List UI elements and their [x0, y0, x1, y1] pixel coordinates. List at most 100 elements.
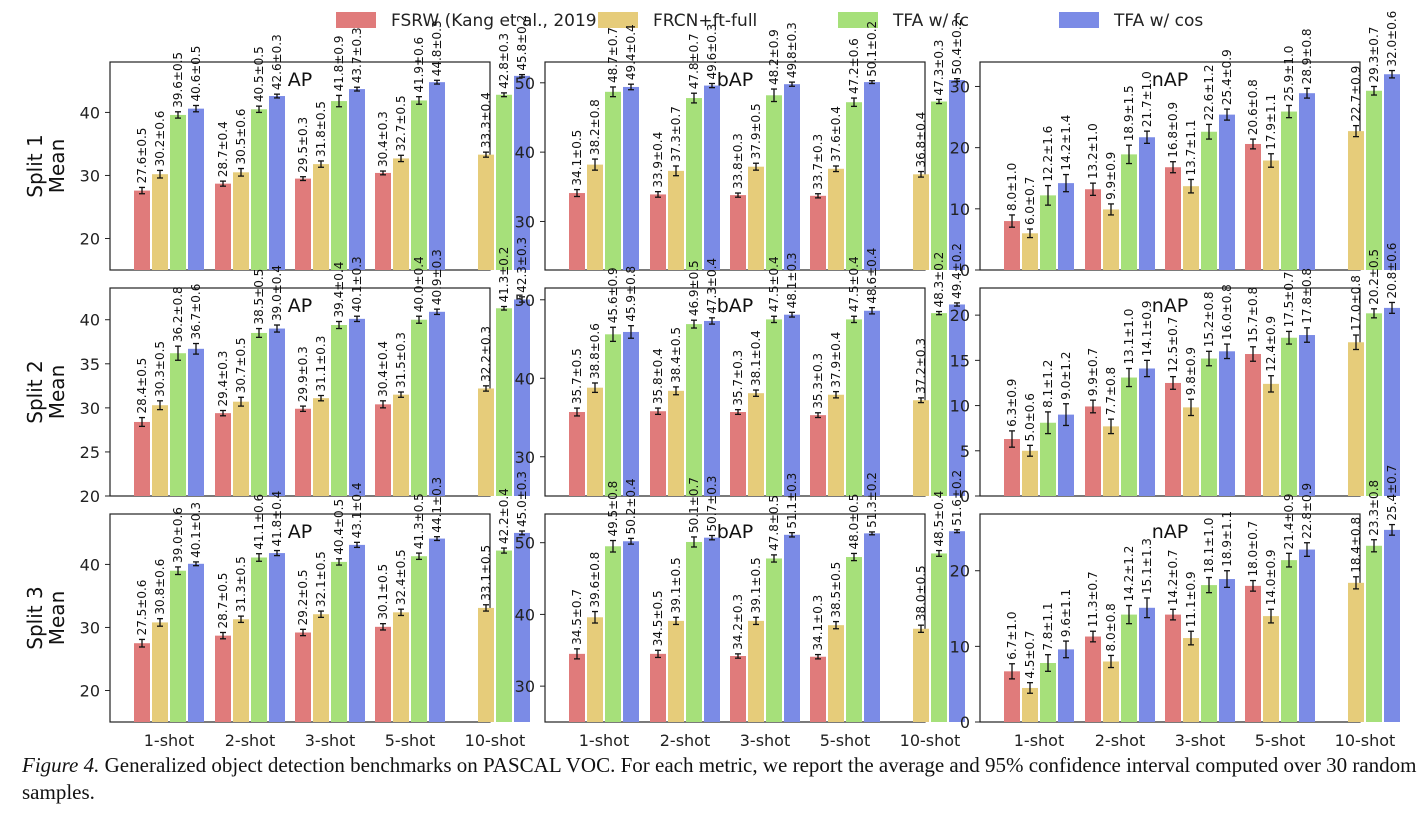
split1-nap-data-label: 9.9±0.9 — [1104, 152, 1118, 200]
split3-nap-bar-1-shot-tfa-w-fc — [1040, 663, 1056, 722]
split2-ap-data-label: 36.2±0.8 — [171, 286, 185, 342]
split3-bap-data-label: 34.5±0.7 — [570, 589, 584, 645]
split2-bap-data-label: 45.9±0.8 — [624, 266, 638, 322]
split2-nap-data-label: 7.7±0.8 — [1104, 367, 1118, 415]
split1-nap-data-label: 16.8±0.9 — [1166, 102, 1180, 158]
split3-ap-data-label: 42.2±0.4 — [497, 488, 511, 544]
split1-bap-data-label: 49.8±0.3 — [785, 22, 799, 78]
split2-nap-bar-2-shot-fsrw-kang-et-al-2019 — [1085, 406, 1101, 496]
split1-bap-bar-2-shot-fsrw-kang-et-al-2019 — [650, 194, 666, 270]
split2-nap-bar-5-shot-tfa-w-cos — [1299, 335, 1315, 496]
split3-nap-bar-1-shot-frcn-ft-full — [1022, 687, 1038, 722]
split1-bap-bar-3-shot-tfa-w-cos — [784, 84, 800, 270]
split3-nap-data-label: 15.1±1.3 — [1140, 538, 1154, 594]
split3-ap-bar-5-shot-tfa-w-fc — [411, 556, 427, 722]
split2-nap-bar-1-shot-frcn-ft-full — [1022, 450, 1038, 496]
split2-bap-ytick-label: 50 — [515, 291, 535, 310]
split2-bap-data-label: 45.6±0.9 — [606, 267, 620, 323]
split1-bap-data-label: 37.6±0.4 — [829, 106, 843, 162]
split1-nap-bar-3-shot-tfa-w-fc — [1201, 131, 1217, 270]
split3-nap-bar-2-shot-fsrw-kang-et-al-2019 — [1085, 636, 1101, 722]
split3-ap-xtick-label: 5-shot — [385, 731, 436, 750]
split3-ap-data-label: 30.1±0.5 — [376, 564, 390, 620]
split2-ap-data-label: 30.7±0.5 — [234, 337, 248, 393]
split1-nap-bar-5-shot-tfa-w-cos — [1299, 93, 1315, 270]
split3-bap-data-label: 39.6±0.8 — [588, 552, 602, 608]
split3-nap-data-label: 21.4±0.9 — [1282, 493, 1296, 549]
split2-bap-data-label: 47.5±0.4 — [847, 256, 861, 312]
split2-ap-data-label: 32.2±0.3 — [479, 326, 493, 382]
row-label-mean-2: Mean — [45, 365, 69, 420]
split1-bap-data-label: 36.8±0.4 — [914, 112, 928, 168]
split1-bap-bar-10-shot-frcn-ft-full — [913, 174, 929, 270]
split3-nap-data-label: 23.3±0.8 — [1367, 480, 1381, 536]
split3-ap-bar-1-shot-tfa-w-cos — [188, 563, 204, 722]
split1-nap-bar-3-shot-frcn-ft-full — [1183, 186, 1199, 270]
split1-bap-ytick-label: 30 — [515, 212, 535, 231]
split1-bap-data-label: 47.3±0.3 — [932, 40, 946, 96]
split3-bap-title: bAP — [717, 521, 754, 543]
split1-ap-data-label: 42.8±0.3 — [497, 33, 511, 89]
split3-ap-bar-10-shot-tfa-w-fc — [496, 550, 512, 722]
split2-bap-data-label: 48.1±0.3 — [785, 252, 799, 308]
row-label-mean-3: Mean — [45, 591, 69, 646]
split1-bap-bar-1-shot-fsrw-kang-et-al-2019 — [569, 193, 585, 270]
split2-ap-bar-2-shot-fsrw-kang-et-al-2019 — [215, 413, 231, 496]
split2-ap-bar-1-shot-tfa-w-fc — [170, 353, 186, 496]
split2-ap-bar-5-shot-frcn-ft-full — [393, 394, 409, 496]
split2-nap-ytick-label: 0 — [960, 487, 970, 506]
split3-bap-bar-10-shot-frcn-ft-full — [913, 628, 929, 722]
split3-bap-bar-2-shot-frcn-ft-full — [668, 620, 684, 722]
split3-ap-bar-1-shot-tfa-w-fc — [170, 570, 186, 722]
split2-ap-ytick-label: 35 — [80, 355, 100, 374]
split1-nap-bar-3-shot-fsrw-kang-et-al-2019 — [1165, 167, 1181, 270]
split2-ap-data-label: 29.4±0.3 — [216, 351, 230, 407]
split1-ap-bar-10-shot-tfa-w-fc — [496, 94, 512, 270]
split3-bap-bar-2-shot-tfa-w-fc — [686, 541, 702, 722]
split1-bap-bar-2-shot-tfa-w-fc — [686, 98, 702, 270]
split3-ap-ytick-label: 30 — [80, 618, 100, 637]
split1-ap-data-label: 41.8±0.9 — [332, 36, 346, 92]
split2-nap-bar-5-shot-tfa-w-fc — [1281, 337, 1297, 496]
split1-nap-bar-1-shot-fsrw-kang-et-al-2019 — [1004, 221, 1020, 270]
split1-bap-bar-1-shot-frcn-ft-full — [587, 164, 603, 270]
split3-ap-data-label: 41.3±0.5 — [412, 493, 426, 549]
legend-swatch-frcn-ft-full — [598, 12, 638, 28]
split3-bap-bar-10-shot-tfa-w-fc — [931, 553, 947, 722]
split1-nap-bar-3-shot-tfa-w-cos — [1219, 114, 1235, 271]
split3-ap-data-label: 30.8±0.6 — [153, 559, 167, 615]
split1-ap-bar-5-shot-frcn-ft-full — [393, 158, 409, 270]
split1-bap-data-label: 33.9±0.4 — [651, 132, 665, 188]
split1-bap-bar-5-shot-tfa-w-fc — [846, 102, 862, 270]
split3-ap-bar-3-shot-fsrw-kang-et-al-2019 — [295, 632, 311, 722]
split3-ap-data-label: 29.2±0.5 — [296, 569, 310, 625]
split3-nap-data-label: 6.7±1.0 — [1005, 612, 1019, 660]
split3-ap-data-label: 28.7±0.5 — [216, 573, 230, 629]
split1-nap-bar-10-shot-tfa-w-cos — [1384, 74, 1400, 270]
split3-bap-data-label: 49.5±0.8 — [606, 481, 620, 537]
split2-nap-data-label: 14.1±0.9 — [1140, 300, 1154, 356]
split3-ap-bar-1-shot-fsrw-kang-et-al-2019 — [134, 643, 150, 722]
split2-ap-bar-10-shot-frcn-ft-full — [478, 388, 494, 496]
split2-bap-data-label: 35.3±0.3 — [811, 353, 825, 409]
row-label-mean-1: Mean — [45, 139, 69, 194]
split3-bap-data-label: 39.1±0.5 — [669, 557, 683, 613]
split3-bap-bar-3-shot-tfa-w-cos — [784, 534, 800, 722]
split1-nap-data-label: 25.4±0.9 — [1220, 49, 1234, 105]
split1-nap-data-label: 13.2±1.0 — [1086, 123, 1100, 179]
split3-bap-ytick-label: 40 — [515, 605, 535, 624]
split3-bap-data-label: 51.6±0.2 — [950, 470, 964, 526]
split2-nap-data-label: 13.1±1.0 — [1122, 309, 1136, 365]
split1-nap-data-label: 20.6±0.8 — [1246, 79, 1260, 135]
split1-bap-bar-3-shot-frcn-ft-full — [748, 166, 764, 270]
split3-ap-data-label: 33.1±0.5 — [479, 545, 493, 601]
legend-label-tfa-w-cos: TFA w/ cos — [1113, 11, 1203, 31]
split2-nap-ytick-label: 10 — [950, 397, 970, 416]
split2-bap-bar-5-shot-tfa-w-fc — [846, 319, 862, 496]
split3-ap-data-label: 45.0±0.3 — [515, 471, 529, 527]
split1-bap-bar-2-shot-frcn-ft-full — [668, 170, 684, 270]
split3-bap-xtick-label: 1-shot — [579, 731, 630, 750]
split2-nap-bar-2-shot-frcn-ft-full — [1103, 426, 1119, 496]
split2-ap-bar-10-shot-tfa-w-cos — [514, 299, 530, 496]
split1-ap-bar-1-shot-tfa-w-cos — [188, 108, 204, 270]
